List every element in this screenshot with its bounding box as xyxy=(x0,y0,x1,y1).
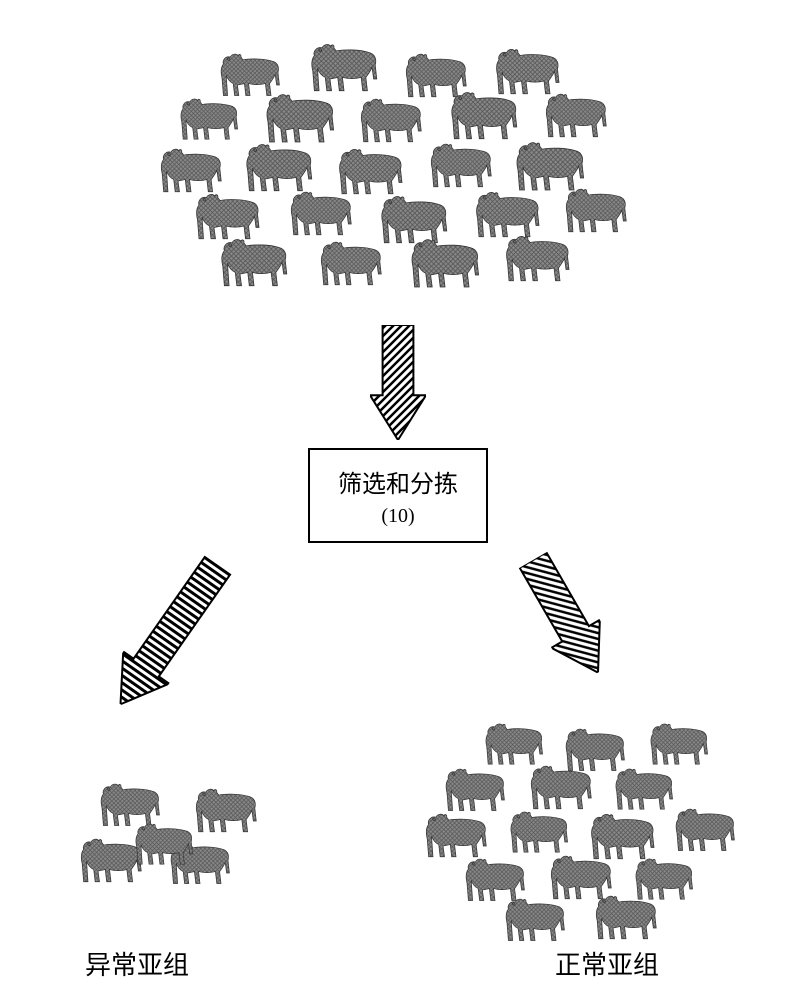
cow-icon xyxy=(240,140,318,195)
abnormal-subgroup xyxy=(75,780,305,915)
cow-icon xyxy=(525,762,597,812)
cow-icon xyxy=(540,90,612,140)
cow-icon xyxy=(155,145,227,195)
cow-icon xyxy=(190,785,262,835)
cow-icon xyxy=(175,95,243,143)
abnormal-subgroup-label: 异常亚组 xyxy=(85,945,189,982)
cow-icon xyxy=(260,90,340,146)
cow-icon xyxy=(505,808,573,856)
cow-icon xyxy=(670,805,740,854)
cow-icon xyxy=(645,720,713,768)
process-box-line1: 筛选和分拣 xyxy=(338,464,458,499)
cow-icon xyxy=(130,820,198,868)
cow-icon xyxy=(560,185,632,235)
cow-icon xyxy=(445,88,523,143)
cow-icon xyxy=(420,810,492,860)
arrow-left xyxy=(98,549,241,720)
cow-icon xyxy=(355,95,427,145)
cow-icon xyxy=(315,238,387,288)
cow-icon xyxy=(425,140,497,190)
cow-icon xyxy=(440,765,510,814)
cow-icon xyxy=(305,40,383,95)
cow-icon xyxy=(610,765,678,813)
cow-icon xyxy=(500,895,570,944)
arrow-top xyxy=(370,325,426,440)
process-box-line2: (10) xyxy=(381,505,414,528)
cow-icon xyxy=(590,892,662,942)
cow-icon xyxy=(285,188,357,238)
cow-icon xyxy=(480,720,548,768)
arrow-right xyxy=(509,546,622,687)
cow-icon xyxy=(215,235,293,290)
top-herd xyxy=(155,40,645,300)
normal-subgroup-label: 正常亚组 xyxy=(555,945,659,982)
process-box: 筛选和分拣 (10) xyxy=(308,448,488,543)
normal-subgroup xyxy=(420,720,740,940)
cow-icon xyxy=(405,235,485,291)
cow-icon xyxy=(500,232,575,285)
